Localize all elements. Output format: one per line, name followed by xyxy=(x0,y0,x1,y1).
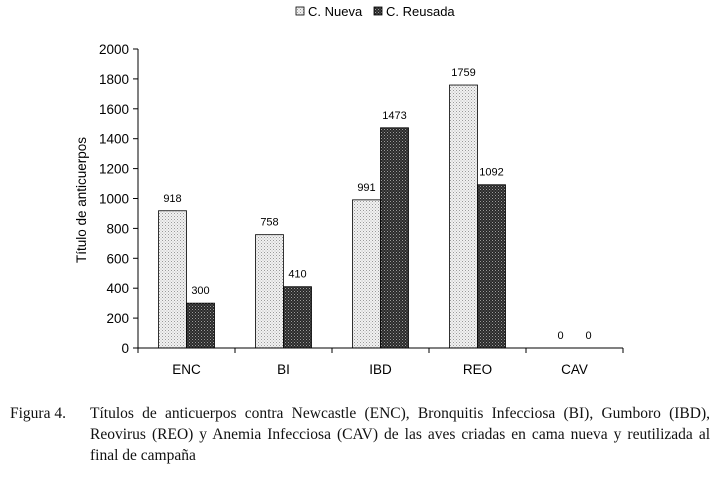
data-labels: 918 300 758 410 991 1473 1759 1092 0 0 xyxy=(163,67,591,342)
x-tick-label: CAV xyxy=(561,362,588,377)
bar-c-reusada xyxy=(477,184,506,349)
data-label: 0 xyxy=(557,330,563,342)
chart-legend: C. Nueva C. Reusada xyxy=(295,4,455,19)
data-label: 758 xyxy=(260,217,278,229)
axes xyxy=(137,49,623,349)
data-label: 410 xyxy=(288,269,306,281)
data-label: 1473 xyxy=(382,110,406,122)
y-tick-label: 200 xyxy=(106,311,129,326)
bar-chart: C. Nueva C. Reusada Título de anticuerpos… xyxy=(74,4,624,377)
y-tick-label: 1400 xyxy=(99,132,129,147)
legend-label: C. Reusada xyxy=(386,4,455,19)
caption-label: Figura 4. xyxy=(10,405,66,422)
bar-c-nueva xyxy=(158,210,187,349)
x-tick-label: REO xyxy=(463,362,492,377)
data-label: 1759 xyxy=(451,67,475,79)
y-tick-label: 1800 xyxy=(99,72,129,87)
x-tick-label: ENC xyxy=(172,362,201,377)
data-label: 1092 xyxy=(479,167,503,179)
bar-c-nueva xyxy=(449,84,478,349)
y-tick-label: 400 xyxy=(106,281,129,296)
y-tick-label: 600 xyxy=(106,251,129,266)
figure-caption: Figura 4. Títulos de anticuerpos contra … xyxy=(10,403,710,466)
legend-swatch xyxy=(373,6,383,16)
bars xyxy=(158,84,506,349)
y-tick-label: 2000 xyxy=(99,42,129,57)
bar-c-reusada xyxy=(380,127,409,349)
y-tick-label: 1200 xyxy=(99,162,129,177)
bar-c-reusada xyxy=(283,286,312,349)
y-tick-label: 1600 xyxy=(99,102,129,117)
y-tick-label: 0 xyxy=(121,341,129,356)
y-axis-ticks: 0 200 400 600 800 1000 1200 1400 1600 1800 2000 xyxy=(99,42,138,356)
data-label: 300 xyxy=(191,285,209,297)
data-label: 991 xyxy=(357,182,375,194)
y-axis-label-group: Título de anticuerpos xyxy=(74,137,89,263)
y-axis-label: Título de anticuerpos xyxy=(74,137,89,263)
bar-c-nueva xyxy=(352,199,381,349)
y-tick-label: 1000 xyxy=(99,192,129,207)
x-axis-ticks: ENC BI IBD REO CAV xyxy=(137,348,624,377)
bar-c-nueva xyxy=(255,234,284,349)
data-label: 918 xyxy=(163,193,181,205)
legend-swatch xyxy=(295,6,305,16)
data-label: 0 xyxy=(585,330,591,342)
x-tick-label: IBD xyxy=(369,362,392,377)
y-tick-label: 800 xyxy=(106,221,129,236)
x-tick-label: BI xyxy=(277,362,290,377)
legend-label: C. Nueva xyxy=(308,4,363,19)
caption-text: Títulos de anticuerpos contra Newcastle … xyxy=(90,405,710,464)
bar-c-reusada xyxy=(186,302,215,349)
